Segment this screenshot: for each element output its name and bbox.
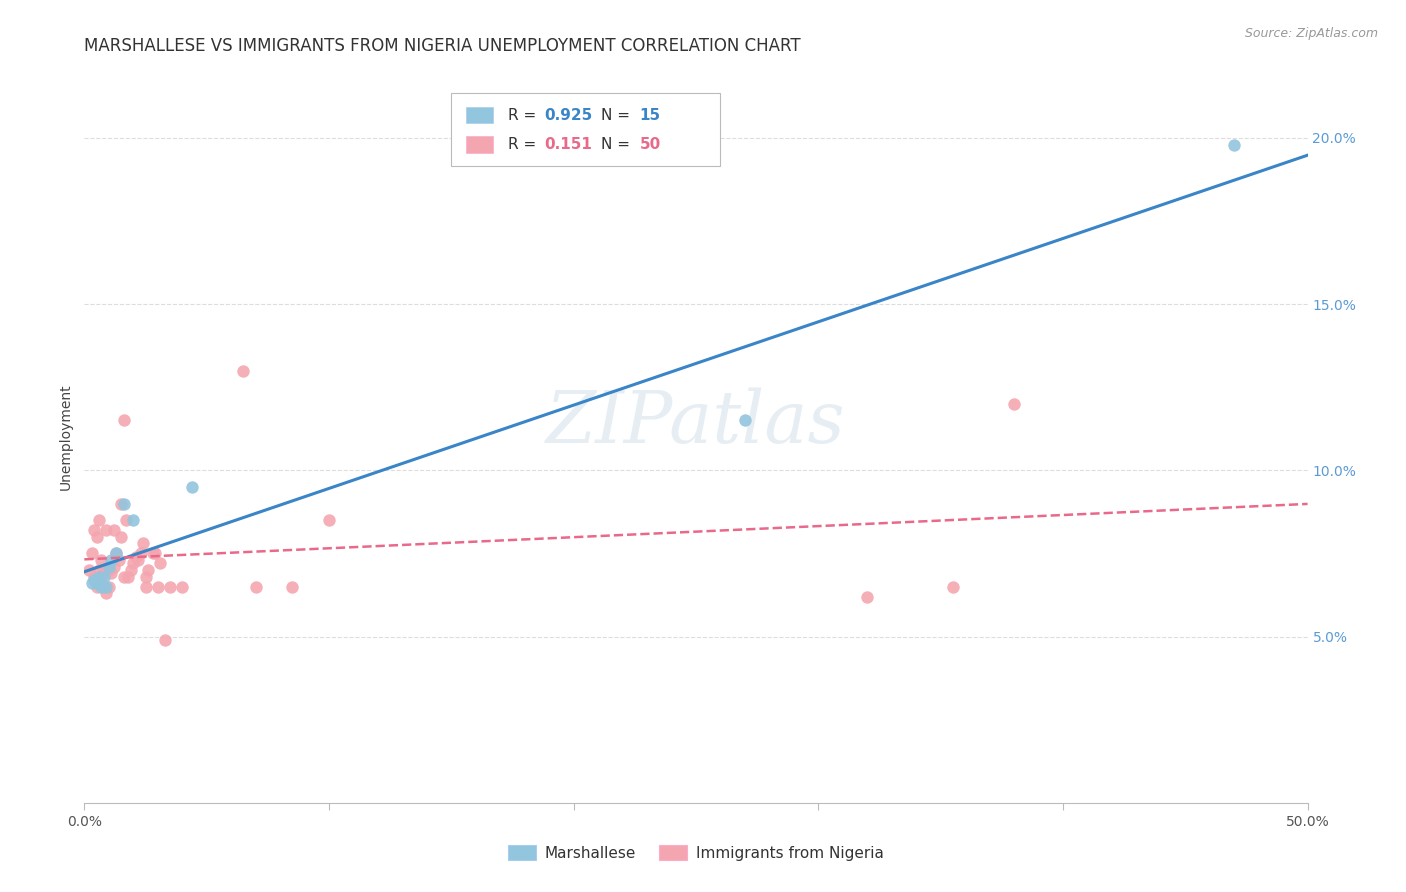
Point <box>105 546 128 560</box>
Text: 15: 15 <box>640 108 661 123</box>
Point <box>122 557 145 571</box>
Point <box>96 586 118 600</box>
Point <box>96 580 118 594</box>
Point <box>172 580 194 594</box>
Point <box>232 363 254 377</box>
Point <box>127 553 149 567</box>
Point <box>125 549 148 564</box>
Text: ZIPatlas: ZIPatlas <box>546 387 846 458</box>
Text: 50: 50 <box>640 137 661 152</box>
Text: R =: R = <box>508 137 546 152</box>
Point <box>103 559 125 574</box>
Point <box>96 523 118 537</box>
Point <box>80 546 103 560</box>
Point <box>112 413 135 427</box>
Point <box>97 580 120 594</box>
Legend: Marshallese, Immigrants from Nigeria: Marshallese, Immigrants from Nigeria <box>501 837 891 868</box>
Point <box>87 563 110 577</box>
Point <box>87 570 110 584</box>
Point <box>90 570 112 584</box>
Text: R =: R = <box>508 108 541 123</box>
Point <box>115 513 138 527</box>
Point <box>120 563 142 577</box>
Text: 0.925: 0.925 <box>544 108 592 123</box>
Text: N =: N = <box>600 108 634 123</box>
Point <box>132 536 155 550</box>
Y-axis label: Unemployment: Unemployment <box>59 384 73 491</box>
Point <box>83 570 105 584</box>
Point <box>105 546 128 560</box>
Point <box>1002 397 1025 411</box>
Bar <box>465 107 494 123</box>
Point <box>136 563 159 577</box>
Point <box>90 580 112 594</box>
Point <box>734 413 756 427</box>
Point <box>112 497 135 511</box>
Point <box>117 570 139 584</box>
Point <box>942 580 965 594</box>
Point <box>97 559 120 574</box>
Point <box>1223 137 1246 152</box>
Point <box>100 553 122 567</box>
Point <box>112 570 135 584</box>
Point <box>159 580 181 594</box>
Text: MARSHALLESE VS IMMIGRANTS FROM NIGERIA UNEMPLOYMENT CORRELATION CHART: MARSHALLESE VS IMMIGRANTS FROM NIGERIA U… <box>84 37 801 54</box>
Point <box>110 497 132 511</box>
Point <box>93 580 115 594</box>
Point <box>149 557 172 571</box>
Point <box>110 530 132 544</box>
Point <box>135 580 157 594</box>
Point <box>143 546 166 560</box>
Point <box>93 563 115 577</box>
Point <box>87 513 110 527</box>
Bar <box>465 136 494 153</box>
Point <box>90 553 112 567</box>
Point <box>83 523 105 537</box>
Point <box>856 590 879 604</box>
Point <box>153 632 176 647</box>
Point <box>93 570 115 584</box>
Point <box>146 580 169 594</box>
Point <box>100 566 122 581</box>
Point <box>281 580 304 594</box>
Point <box>107 553 129 567</box>
Point <box>83 573 105 587</box>
Point <box>122 513 145 527</box>
Point <box>142 546 165 560</box>
Point <box>318 513 340 527</box>
Point <box>86 576 108 591</box>
Point <box>135 570 157 584</box>
Point <box>245 580 267 594</box>
Text: 0.151: 0.151 <box>544 137 592 152</box>
Point <box>86 530 108 544</box>
Bar <box>451 94 720 167</box>
Text: Source: ZipAtlas.com: Source: ZipAtlas.com <box>1244 27 1378 40</box>
Point <box>77 563 100 577</box>
Point <box>181 480 204 494</box>
Text: N =: N = <box>600 137 634 152</box>
Point <box>103 523 125 537</box>
Point <box>97 563 120 577</box>
Point <box>86 580 108 594</box>
Point <box>129 546 152 560</box>
Point <box>80 576 103 591</box>
